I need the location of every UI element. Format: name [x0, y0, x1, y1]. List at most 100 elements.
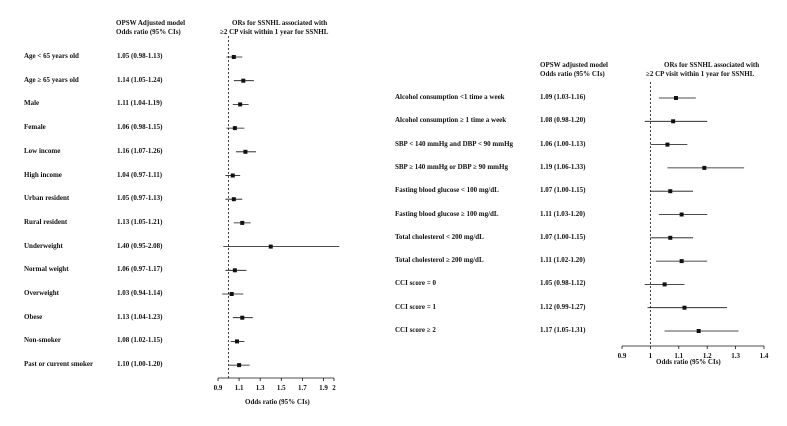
- point-estimate: [231, 197, 236, 202]
- row-label: Age ≥ 65 years old: [24, 75, 79, 84]
- plot-header-line2: ≥2 CP visit within 1 year for SSNHL: [220, 28, 329, 36]
- x-tick-label: 1.5: [277, 384, 286, 392]
- odds-ratio-text: 1.07 (1.00-1.15): [540, 232, 586, 241]
- row-label: Rural resident: [24, 217, 68, 226]
- odds-ratio-text: 1.13 (1.05-1.21): [117, 217, 163, 226]
- odds-ratio-text: 1.06 (0.98-1.15): [117, 123, 163, 132]
- x-tick-label: 1.9: [319, 384, 328, 392]
- point-estimate: [238, 102, 243, 107]
- point-estimate: [696, 329, 701, 333]
- x-axis-label: Odds ratio (95% CIs): [245, 398, 310, 406]
- plot-header-line1: ORs for SSNHL associated with: [232, 19, 328, 27]
- point-estimate: [230, 173, 235, 178]
- row-label: Age < 65 years old: [24, 52, 79, 60]
- odds-ratio-text: 1.07 (1.00-1.15): [540, 186, 586, 195]
- x-axis-label: Odds ratio (95% CIs): [656, 358, 721, 366]
- odds-ratio-text: 1.11 (1.04-1.19): [117, 99, 163, 108]
- forest-plot-left: OPSW Adjusted model Odds ratio (95% CIs)…: [0, 0, 360, 426]
- x-tick-label: 1.7: [298, 384, 307, 392]
- point-estimate: [673, 96, 678, 100]
- row-label: Total cholesterol < 200 mg/dL: [395, 232, 484, 241]
- row-label: Normal weight: [24, 265, 69, 274]
- row-label: Total cholesterol ≥ 200 mg/dL: [395, 256, 484, 265]
- row-label: Female: [24, 123, 46, 132]
- row-label: Past or current smoker: [24, 360, 94, 369]
- point-estimate: [232, 126, 237, 131]
- model-subheader: Odds ratio (95% CIs): [116, 28, 181, 36]
- row-label: Fasting blood glucose < 100 mg/dL: [395, 186, 499, 195]
- x-tick-label: 0.9: [214, 384, 223, 392]
- plot-header-line2: ≥2 CP visit within 1 year for SSNHL: [646, 70, 755, 78]
- point-estimate: [268, 244, 273, 249]
- row-label: Fasting blood glucose ≥ 100 mg/dL: [395, 209, 499, 218]
- point-estimate: [237, 363, 242, 368]
- plot-header-line1: ORs for SSNHL associated with: [664, 61, 760, 69]
- row-label: CCI score = 1: [395, 302, 436, 311]
- odds-ratio-text: 1.11 (1.03-1.20): [540, 209, 586, 218]
- point-estimate: [671, 119, 676, 124]
- row-label: Underweight: [24, 241, 63, 250]
- row-label: Non-smoker: [24, 336, 61, 345]
- odds-ratio-text: 1.40 (0.95-2.08): [117, 241, 163, 250]
- point-estimate: [234, 339, 239, 344]
- model-header: OPSW adjusted model: [540, 61, 608, 69]
- forest-plot-right-svg: 0.9 1 1.1 1.2 1.3 1.4: [618, 82, 769, 360]
- point-estimate: [243, 149, 248, 154]
- point-estimate: [679, 212, 684, 217]
- model-header: OPSW Adjusted model: [116, 19, 186, 27]
- odds-ratio-text: 1.08 (1.02-1.15): [117, 336, 163, 345]
- x-tick-label: 1.1: [674, 352, 683, 360]
- point-estimate: [679, 259, 684, 264]
- row-label: SBP < 140 mmHg and DBP < 90 mmHg: [395, 139, 514, 148]
- row-label: CCI score ≥ 2: [395, 326, 436, 334]
- point-estimate: [240, 315, 245, 320]
- x-tick-label: 1: [649, 352, 653, 360]
- row-label: Urban resident: [24, 194, 70, 203]
- x-tick-label: 2: [332, 384, 336, 392]
- odds-ratio-text: 1.12 (0.99-1.27): [540, 302, 586, 311]
- row-label: Overweight: [24, 289, 59, 297]
- point-estimate: [240, 220, 245, 225]
- odds-ratio-text: 1.05 (0.98-1.12): [540, 279, 586, 288]
- row-label: SBP ≥ 140 mmHg or DBP ≥ 90 mmHg: [395, 162, 508, 171]
- odds-ratio-text: 1.16 (1.07-1.26): [117, 146, 163, 155]
- point-estimate: [668, 235, 673, 240]
- forest-plot-right: OPSW adjusted model Odds ratio (95% CIs)…: [390, 0, 787, 426]
- row-label: Obese: [24, 312, 43, 321]
- odds-ratio-text: 1.17 (1.05-1.31): [540, 326, 586, 334]
- point-estimate: [241, 78, 246, 83]
- point-estimate: [662, 282, 667, 287]
- forest-plot-left-svg: 0.9 1.1 1.3 1.5 1.7 1.9 2: [214, 36, 340, 392]
- odds-ratio-text: 1.03 (0.94-1.14): [117, 289, 163, 297]
- odds-ratio-text: 1.04 (0.97-1.11): [117, 170, 163, 179]
- row-label: Alcohol consumption <1 time a week: [395, 93, 505, 101]
- odds-ratio-text: 1.11 (1.02-1.20): [540, 256, 586, 265]
- odds-ratio-text: 1.10 (1.00-1.20): [117, 360, 163, 369]
- odds-ratio-text: 1.09 (1.03-1.16): [540, 93, 586, 101]
- x-tick-label: 1.1: [235, 384, 244, 392]
- x-tick-label: 1.3: [256, 384, 265, 392]
- point-estimate: [229, 292, 234, 296]
- row-label: Low income: [24, 146, 61, 155]
- point-estimate: [668, 189, 673, 194]
- odds-ratio-text: 1.05 (0.97-1.13): [117, 194, 163, 203]
- x-tick-label: 1.4: [760, 352, 769, 360]
- point-estimate: [231, 55, 236, 59]
- point-estimate: [232, 268, 237, 273]
- x-tick-label: 1.3: [731, 352, 740, 360]
- odds-ratio-text: 1.06 (0.97-1.17): [117, 265, 163, 274]
- odds-ratio-text: 1.06 (1.00-1.13): [540, 139, 586, 148]
- point-estimate: [702, 165, 707, 170]
- odds-ratio-text: 1.14 (1.05-1.24): [117, 75, 163, 84]
- model-subheader: Odds ratio (95% CIs): [540, 70, 605, 78]
- odds-ratio-text: 1.19 (1.06-1.33): [540, 162, 586, 171]
- row-label: Alcohol consumption ≥ 1 time a week: [395, 116, 507, 125]
- odds-ratio-text: 1.13 (1.04-1.23): [117, 312, 163, 321]
- point-estimate: [665, 142, 670, 147]
- odds-ratio-text: 1.05 (0.98-1.13): [117, 52, 163, 60]
- odds-ratio-text: 1.08 (0.98-1.20): [540, 116, 586, 125]
- row-label: CCI score = 0: [395, 279, 436, 288]
- row-label: Male: [24, 99, 40, 108]
- x-tick-label: 1.2: [703, 352, 712, 360]
- point-estimate: [682, 305, 687, 310]
